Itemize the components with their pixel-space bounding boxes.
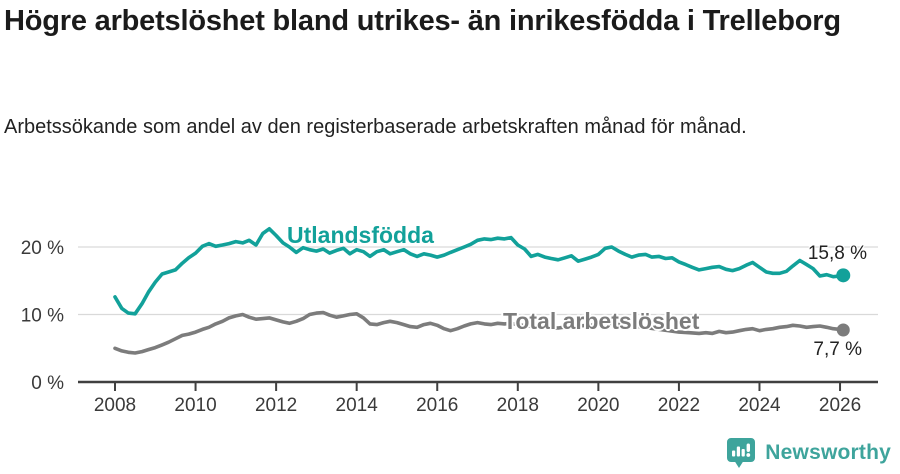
- brand-name: Newsworthy: [765, 441, 891, 464]
- series-label-total-arbetsloshet: Total arbetslöshet: [503, 308, 700, 334]
- x-tick-label: 2016: [416, 395, 458, 416]
- x-tick-label: 2018: [497, 395, 539, 416]
- series-line-0: [113, 227, 846, 316]
- x-tick-label: 2010: [174, 395, 216, 416]
- chart-subtitle: Arbetssökande som andel av den registerb…: [4, 116, 747, 138]
- y-tick-label: 20 %: [21, 238, 64, 259]
- brand-footer: Newsworthy: [726, 437, 891, 469]
- x-tick-label: 2024: [738, 395, 781, 416]
- series-end-dot-0: [836, 268, 851, 283]
- series-label-utlandsfodda: Utlandsfödda: [287, 222, 434, 248]
- y-tick-label: 0 %: [31, 373, 64, 394]
- end-value-label-total: 7,7 %: [813, 339, 862, 360]
- series-end-dot-1: [836, 323, 850, 337]
- x-tick-label: 2014: [336, 395, 379, 416]
- x-tick-label: 2008: [94, 395, 136, 416]
- end-value-label-foreign: 15,8 %: [807, 243, 867, 264]
- series-line-1: [113, 310, 846, 355]
- x-tick-label: 2022: [658, 395, 700, 416]
- x-tick-label: 2012: [255, 395, 297, 416]
- x-tick-label: 2020: [577, 395, 619, 416]
- newsworthy-logo-icon: [727, 438, 756, 468]
- x-tick-label: 2026: [819, 395, 861, 416]
- chart-title: Högre arbetslöshet bland utrikes- än inr…: [4, 5, 841, 37]
- y-tick-label: 10 %: [21, 306, 64, 327]
